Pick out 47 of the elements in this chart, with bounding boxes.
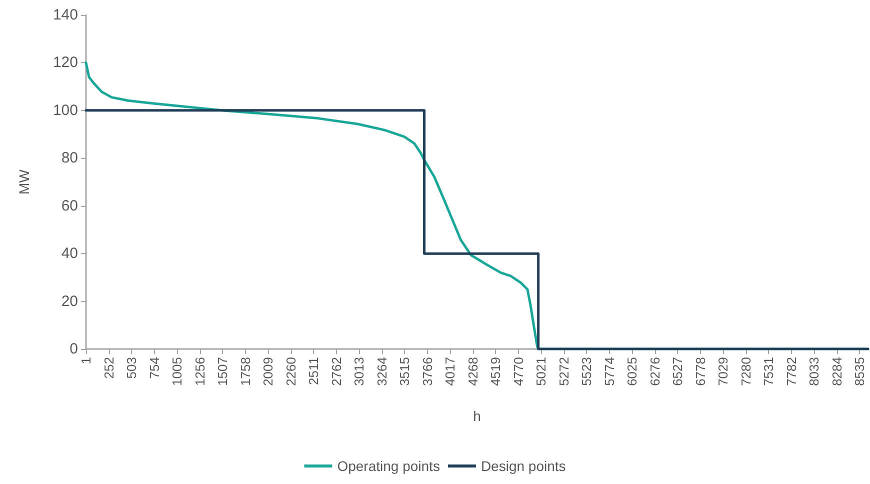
y-tick-label: 80 <box>61 150 78 167</box>
x-tick-label: 5774 <box>602 357 617 386</box>
x-tick-label: 754 <box>146 357 162 379</box>
x-tick-label: 1507 <box>215 357 230 386</box>
x-tick-label: 7782 <box>784 357 799 386</box>
x-axis-title: h <box>473 408 481 424</box>
x-tick-label: 6527 <box>670 357 686 386</box>
x-tick-label: 6025 <box>624 357 640 386</box>
x-tick-label: 7280 <box>738 357 754 386</box>
x-tick-label: 5021 <box>534 357 549 386</box>
y-tick-label: 20 <box>61 292 78 310</box>
x-tick-label: 3013 <box>352 357 367 386</box>
x-tick-label: 1758 <box>238 357 253 386</box>
x-tick-label: 7029 <box>716 357 731 386</box>
y-tick-label: 0 <box>70 340 78 358</box>
legend-label: Operating points <box>337 458 440 474</box>
x-tick-label: 5523 <box>579 357 594 386</box>
y-tick-label: 60 <box>61 197 78 214</box>
x-tick-label: 1 <box>78 357 94 364</box>
x-tick-label: 4017 <box>442 357 458 386</box>
x-tick-label: 4770 <box>510 357 526 386</box>
x-tick-label: 6778 <box>692 357 708 386</box>
x-tick-label: 1005 <box>170 357 185 386</box>
x-tick-label: 7531 <box>761 357 776 386</box>
y-tick-label: 40 <box>61 245 78 262</box>
legend-label: Design points <box>480 458 566 474</box>
x-tick-label: 3264 <box>374 357 390 386</box>
x-tick-label: 2009 <box>260 357 276 386</box>
x-tick-label: 2260 <box>283 357 298 386</box>
x-tick-label: 5272 <box>556 357 572 386</box>
x-tick-label: 8535 <box>852 357 868 386</box>
y-axis-title: MW <box>16 168 32 194</box>
x-tick-label: 8033 <box>806 357 822 386</box>
x-tick-label: 252 <box>101 357 116 379</box>
x-tick-label: 3766 <box>420 357 435 386</box>
x-tick-label: 2762 <box>328 357 344 386</box>
x-tick-label: 503 <box>124 357 140 379</box>
x-tick-label: 4268 <box>465 357 480 386</box>
x-tick-label: 4519 <box>488 357 504 386</box>
y-tick-label: 140 <box>52 6 78 24</box>
y-tick-label: 120 <box>52 54 78 72</box>
x-tick-label: 3515 <box>397 357 412 386</box>
x-tick-label: 2511 <box>306 357 322 385</box>
x-tick-label: 1256 <box>192 357 208 386</box>
x-tick-label: 8284 <box>829 357 844 386</box>
y-tick-label: 100 <box>52 102 78 119</box>
x-tick-label: 6276 <box>647 357 662 386</box>
